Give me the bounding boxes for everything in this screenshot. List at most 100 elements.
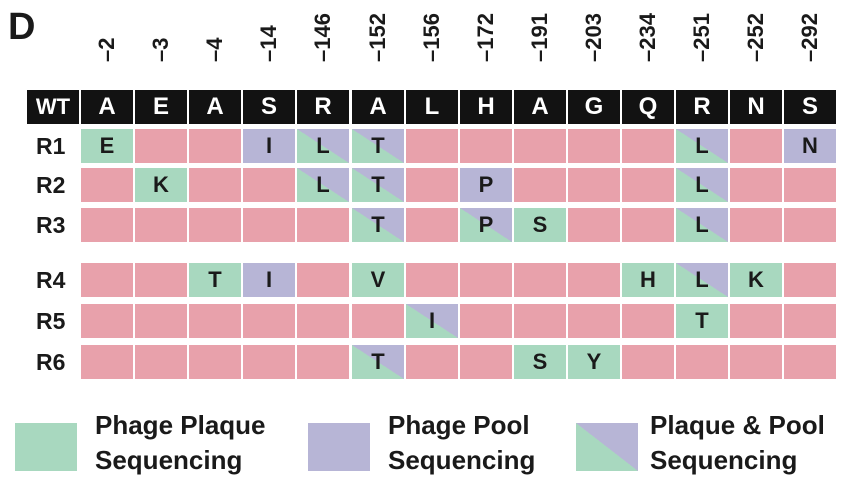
mutation-cell	[189, 304, 241, 338]
wt-residue: E	[135, 90, 187, 124]
position-label: –251	[687, 2, 717, 84]
position-label: –156	[417, 2, 447, 84]
mutation-cell	[514, 168, 566, 202]
mutation-cell	[135, 263, 187, 297]
mutation-cell	[730, 129, 782, 163]
mutation-cell	[189, 345, 241, 379]
mutation-cell	[406, 345, 458, 379]
mutation-cell: P	[460, 208, 512, 242]
position-label: –146	[308, 2, 338, 84]
mutation-cell	[514, 129, 566, 163]
mutation-cell: K	[135, 168, 187, 202]
mutation-cell	[406, 208, 458, 242]
legend-label-pool: Phage Pool Sequencing	[388, 408, 535, 478]
mutation-cell: L	[676, 263, 728, 297]
mutation-cell: N	[784, 129, 836, 163]
position-number: –14	[256, 25, 281, 62]
position-label: –14	[254, 2, 284, 84]
position-number: –234	[635, 13, 660, 62]
mutation-cell	[784, 168, 836, 202]
mutation-cell	[189, 129, 241, 163]
mutation-cell	[460, 263, 512, 297]
mutation-cell	[243, 208, 295, 242]
position-label: –234	[633, 2, 663, 84]
mutation-cell: I	[243, 263, 295, 297]
mutation-cell: Y	[568, 345, 620, 379]
legend-both-line2: Sequencing	[650, 445, 798, 475]
position-number: –172	[473, 13, 498, 62]
mutation-cell: K	[730, 263, 782, 297]
position-number: –156	[419, 13, 444, 62]
mutation-cell	[297, 304, 349, 338]
row-label: R6	[36, 348, 66, 375]
mutation-cell: T	[352, 345, 404, 379]
mutation-cell	[406, 129, 458, 163]
mutation-cell	[460, 304, 512, 338]
mutation-cell	[514, 304, 566, 338]
mutation-cell	[243, 345, 295, 379]
position-number: –152	[365, 13, 390, 62]
panel-label: D	[8, 6, 36, 48]
mutation-cell	[784, 345, 836, 379]
legend-swatch-pool	[308, 423, 370, 471]
wt-residue: A	[189, 90, 241, 124]
mutation-cell	[297, 208, 349, 242]
mutation-cell	[135, 304, 187, 338]
wt-residue: N	[730, 90, 782, 124]
wt-label: WT	[27, 90, 79, 124]
mutation-cell	[135, 208, 187, 242]
mutation-cell: H	[622, 263, 674, 297]
mutation-cell	[243, 304, 295, 338]
mutation-cell: L	[297, 129, 349, 163]
mutation-cell	[81, 208, 133, 242]
mutation-cell	[189, 208, 241, 242]
mutation-cell	[243, 168, 295, 202]
mutation-cell: I	[243, 129, 295, 163]
legend-pool-line2: Sequencing	[388, 445, 536, 475]
mutation-cell	[568, 129, 620, 163]
mutation-cell	[189, 168, 241, 202]
mutation-cell	[568, 168, 620, 202]
legend-both-line1: Plaque & Pool	[650, 410, 825, 440]
mutation-cell: L	[676, 129, 728, 163]
mutation-cell	[81, 304, 133, 338]
row-label: R1	[36, 132, 66, 159]
position-label: –191	[525, 2, 555, 84]
mutation-cell: S	[514, 208, 566, 242]
mutation-cell	[135, 345, 187, 379]
mutation-cell	[406, 263, 458, 297]
mutation-cell	[81, 345, 133, 379]
wt-residue: R	[676, 90, 728, 124]
position-label: –152	[363, 2, 393, 84]
wt-residue: A	[81, 90, 133, 124]
mutation-cell: T	[352, 129, 404, 163]
mutation-cell: T	[676, 304, 728, 338]
mutation-cell: L	[676, 208, 728, 242]
row-label: R3	[36, 211, 66, 238]
mutation-cell: T	[189, 263, 241, 297]
mutation-cell	[676, 345, 728, 379]
mutation-cell	[622, 208, 674, 242]
mutation-cell	[406, 168, 458, 202]
position-label: –4	[200, 2, 230, 84]
position-label: –292	[795, 2, 825, 84]
position-number: –191	[527, 13, 552, 62]
row-label: R4	[36, 266, 66, 293]
legend-label-plaque: Phage Plaque Sequencing	[95, 408, 266, 478]
position-label: –3	[146, 2, 176, 84]
legend-plaque-line1: Phage Plaque	[95, 410, 266, 440]
mutation-cell: I	[406, 304, 458, 338]
mutation-cell: V	[352, 263, 404, 297]
mutation-cell	[622, 129, 674, 163]
mutation-cell: E	[81, 129, 133, 163]
mutation-cell	[730, 168, 782, 202]
mutation-cell	[460, 129, 512, 163]
mutation-cell	[460, 345, 512, 379]
wt-residue: A	[514, 90, 566, 124]
position-label: –2	[92, 2, 122, 84]
mutation-cell: T	[352, 208, 404, 242]
mutation-cell	[568, 208, 620, 242]
mutation-cell	[81, 263, 133, 297]
mutation-cell	[568, 263, 620, 297]
mutation-cell	[622, 168, 674, 202]
